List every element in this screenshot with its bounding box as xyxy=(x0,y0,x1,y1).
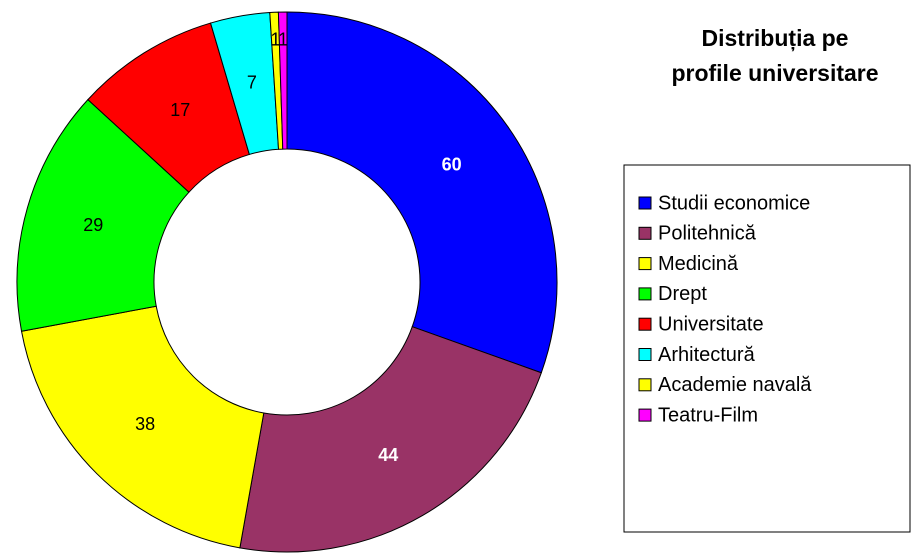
data-label: 17 xyxy=(170,100,190,120)
legend-label: Arhitectură xyxy=(658,344,756,366)
legend-swatch xyxy=(638,257,652,271)
legend-label: Academie navală xyxy=(658,374,812,396)
legend-swatch xyxy=(638,226,652,240)
donut-slice xyxy=(20,305,265,549)
legend-label: Universitate xyxy=(658,313,764,335)
donut-slice xyxy=(286,11,558,374)
legend-label: Politehnică xyxy=(658,223,757,245)
donut-slice xyxy=(277,11,288,150)
legend-swatch xyxy=(638,287,652,301)
chart-title: Distribuția pe profile universitare xyxy=(671,25,878,86)
legend-label: Studii economice xyxy=(658,192,810,214)
legend-swatch xyxy=(638,196,652,210)
donut-slice xyxy=(16,98,190,332)
legend-label: Drept xyxy=(658,283,707,305)
data-label: 1 xyxy=(278,29,288,49)
data-label: 1 xyxy=(270,30,280,50)
data-label: 38 xyxy=(135,414,155,434)
legend-swatch xyxy=(638,378,652,392)
donut-slice xyxy=(239,326,542,553)
legend-swatch xyxy=(638,408,652,422)
legend-box xyxy=(623,164,911,533)
legend-swatch xyxy=(638,317,652,331)
data-label: 60 xyxy=(442,155,462,175)
legend-label: Medicină xyxy=(658,253,739,275)
data-label: 44 xyxy=(378,445,398,465)
data-label: 29 xyxy=(83,215,103,235)
legend-swatch xyxy=(638,348,652,361)
data-label: 7 xyxy=(247,72,257,92)
legend-label: Teatru-Film xyxy=(658,404,758,426)
